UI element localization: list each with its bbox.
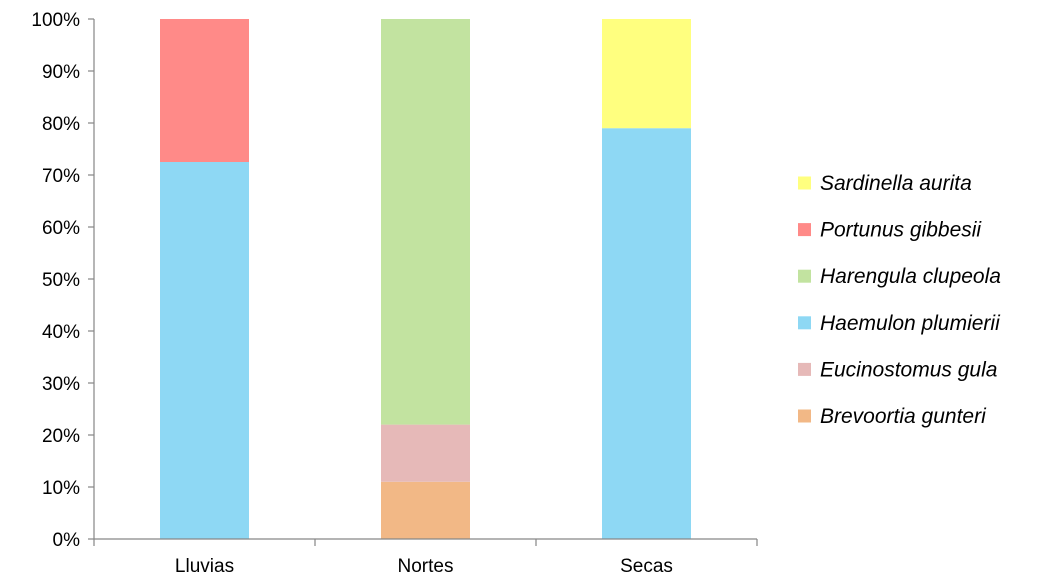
y-tick-label: 60% [42, 218, 80, 239]
y-tick-label: 40% [42, 322, 80, 343]
y-tick-label: 30% [42, 374, 80, 395]
y-tick-label: 80% [42, 114, 80, 135]
legend-label-sardinella-aurita: Sardinella aurita [820, 172, 972, 195]
legend-swatch-portunus-gibbesii [798, 223, 811, 237]
bar-segment-nortes-brevoortia-gunteri [381, 481, 470, 539]
x-tick-label-lluvias: Lluvias [175, 556, 234, 577]
legend-label-haemulon-plumierii: Haemulon plumierii [820, 312, 1001, 335]
legend-swatch-eucinostomus-gula [798, 362, 811, 376]
y-tick-label: 70% [42, 166, 80, 187]
bar-segment-lluvias-portunus-gibbesii [160, 19, 249, 162]
legend-label-harengula-clupeola: Harengula clupeola [820, 265, 1001, 288]
legend-label-brevoortia-gunteri: Brevoortia gunteri [820, 405, 987, 428]
legend-label-portunus-gibbesii: Portunus gibbesii [820, 219, 982, 242]
y-tick-label: 20% [42, 426, 80, 447]
x-ticks-group: Lluvias Nortes Secas [93, 539, 758, 577]
x-tick-label-secas: Secas [620, 556, 673, 577]
bar-segment-secas-sardinella-aurita [602, 19, 691, 129]
y-tick-label: 90% [42, 62, 80, 83]
y-tick-label: 50% [42, 270, 80, 291]
bar-segment-secas-haemulon-plumierii [602, 128, 691, 539]
legend-swatch-brevoortia-gunteri [798, 409, 811, 423]
y-tick-label: 0% [53, 530, 81, 551]
legend-swatch-sardinella-aurita [798, 176, 811, 190]
y-tick-label: 10% [42, 478, 80, 499]
x-tick-label-nortes: Nortes [398, 556, 454, 577]
legend-label-eucinostomus-gula: Eucinostomus gula [820, 358, 997, 381]
legend-swatch-haemulon-plumierii [798, 316, 811, 330]
bar-segment-nortes-harengula-clupeola [381, 19, 470, 425]
legend-swatch-harengula-clupeola [798, 269, 811, 283]
y-ticks-group: 0% 10% 20% 30% 40% 50% 60% 70% 80% 90% 100% [31, 10, 94, 551]
legend: Sardinella aurita Portunus gibbesii Hareng… [798, 172, 1001, 428]
y-tick-label: 100% [31, 10, 80, 31]
bar-segment-lluvias-haemulon-plumierii [160, 162, 249, 539]
bar-segment-nortes-eucinostomus-gula [381, 424, 470, 482]
bars-group [160, 19, 691, 539]
